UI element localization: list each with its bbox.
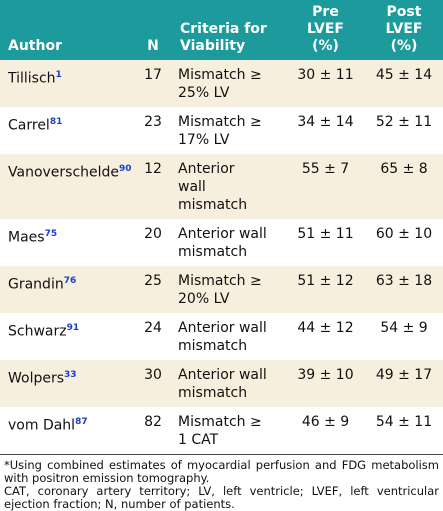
header-cell: Post LVEF (%) [365, 0, 443, 60]
header-cell: Criteria for Viability [174, 0, 286, 60]
n-cell: 12 [132, 154, 174, 219]
criteria-line: mismatch [178, 197, 248, 213]
criteria-cell: Anterior wall mismatch [174, 313, 286, 360]
author-cell: Carrel81 [0, 107, 132, 154]
n-cell: 24 [144, 320, 162, 336]
n-cell: 25 [132, 266, 174, 313]
criteria-line: Mismatch ≥ [178, 114, 262, 130]
n-cell: 20 [144, 226, 162, 242]
pre-lvef-cell: 55 ± 7 [286, 154, 365, 219]
criteria-line: Anterior wall [178, 226, 267, 242]
author-cell: Maes75 [0, 219, 132, 266]
author-name: Vanoverschelde [8, 164, 120, 181]
author-name: Maes [8, 229, 45, 246]
post-lvef-cell: 54 ± 9 [380, 320, 428, 336]
criteria-line: Mismatch ≥ [178, 67, 262, 83]
criteria-cell: Mismatch ≥ 25% LV [174, 60, 286, 107]
criteria-cell: Mismatch ≥ 1 CAT [174, 407, 286, 454]
author-name: Grandin [8, 276, 64, 293]
author-cell: Grandin76 [0, 266, 132, 313]
table-row: Carrel81 23 Mismatch ≥ 17% LV 34 ± 14 52 ± 11 [0, 107, 443, 154]
reference: 87 [75, 417, 88, 427]
n-cell: 23 [144, 114, 162, 130]
criteria-line: Mismatch ≥ [178, 273, 262, 289]
criteria-line: 20% LV [178, 291, 230, 307]
footnotes: *Using combined estimates of myocardial … [0, 454, 443, 511]
table-row: Maes75 20 Anterior wall mismatch 51 ± 11 60 ±… [0, 219, 443, 266]
pre-lvef-cell: 46 ± 9 [301, 414, 350, 430]
criteria-line: wall [178, 179, 206, 195]
reference: 1 [55, 70, 62, 80]
header-cell: N [132, 0, 174, 60]
n-cell: 17 [132, 60, 174, 107]
reference: 81 [49, 117, 63, 127]
reference: 76 [63, 276, 77, 286]
pre-lvef-cell: 51 ± 11 [297, 226, 354, 242]
post-lvef-cell: 65 ± 8 [365, 154, 443, 219]
author-name: Carrel [8, 117, 50, 134]
criteria-cell: Mismatch ≥ 20% LV [174, 266, 286, 313]
pre-lvef-cell: 51 ± 12 [286, 266, 365, 313]
criteria-line: Mismatch ≥ [178, 414, 262, 430]
reference: 90 [119, 164, 132, 174]
pre-lvef-cell: 39 ± 10 [286, 360, 365, 407]
criteria-cell: Anterior wall mismatch [174, 219, 286, 266]
table-row: Schwarz91 24 Anterior wall mismatch 44 ± 12 5… [0, 313, 443, 360]
table-body: Tillisch1 17 Mismatch ≥25% LV 30 ± 11 45 ± 1… [0, 60, 443, 454]
criteria-line: Anterior wall [178, 320, 267, 336]
header-cell: Pre LVEF (%) [286, 0, 365, 60]
author-name: vom Dahl [8, 417, 76, 434]
table-row: Grandin76 25 Mismatch ≥20% LV 51 ± 12 63 ± 1… [0, 266, 443, 313]
pre-lvef-cell: 30 ± 11 [286, 60, 365, 107]
n-cell: 82 [144, 414, 162, 430]
criteria-line: 1 CAT [178, 432, 219, 448]
n-cell: 30 [132, 360, 174, 407]
reference: 33 [64, 370, 77, 380]
table-row: Vanoverschelde90 12 Anterior wall mismatch 55… [0, 154, 443, 219]
post-lvef-cell: 49 ± 17 [365, 360, 443, 407]
pre-lvef-cell: 34 ± 14 [297, 114, 354, 130]
author-cell: vom Dahl87 [0, 407, 132, 454]
criteria-line: Anterior [178, 161, 235, 177]
post-lvef-cell: 54 ± 11 [375, 414, 433, 430]
criteria-line: mismatch [178, 338, 248, 354]
table-row: vom Dahl87 82 Mismatch ≥ 1 CAT 46 ± 9 54 ± 11 [0, 407, 443, 454]
criteria-line: Anterior wall [178, 367, 267, 383]
criteria-line: 25% LV [178, 85, 230, 101]
footnote: CAT, coronary artery territory; LV, left… [4, 484, 439, 511]
criteria-cell: Anterior wall mismatch [174, 360, 286, 407]
post-lvef-cell: 45 ± 14 [365, 60, 443, 107]
post-lvef-cell: 63 ± 18 [365, 266, 443, 313]
author-name: Wolpers [8, 370, 65, 387]
author-cell: Schwarz91 [0, 313, 132, 360]
header-cell: Author [0, 0, 132, 60]
criteria-line: mismatch [178, 385, 248, 401]
post-lvef-cell: 52 ± 11 [375, 114, 433, 130]
criteria-line: 17% LV [178, 132, 230, 148]
header-row: Author N Criteria for Viability Pre LVEF… [0, 0, 443, 60]
data-table: Author N Criteria for Viability Pre LVEF… [0, 0, 443, 454]
criteria-cell: Anterior wall mismatch [174, 154, 286, 219]
table-row: Tillisch1 17 Mismatch ≥25% LV 30 ± 11 45 ± 1… [0, 60, 443, 107]
criteria-cell: Mismatch ≥ 17% LV [174, 107, 286, 154]
footnote: *Using combined estimates of myocardial … [4, 458, 439, 485]
author-name: Tillisch [8, 70, 56, 87]
author-cell: Tillisch1 [0, 60, 132, 107]
reference: 75 [44, 229, 58, 239]
table-row: Wolpers33 30 Anterior wall mismatch 39 ± 10 4… [0, 360, 443, 407]
author-cell: Vanoverschelde90 [0, 154, 132, 219]
author-name: Schwarz [8, 323, 67, 340]
post-lvef-cell: 60 ± 10 [375, 226, 433, 242]
pre-lvef-cell: 44 ± 12 [297, 320, 354, 336]
author-cell: Wolpers33 [0, 360, 132, 407]
criteria-line: mismatch [178, 244, 248, 260]
reference: 91 [66, 323, 80, 333]
